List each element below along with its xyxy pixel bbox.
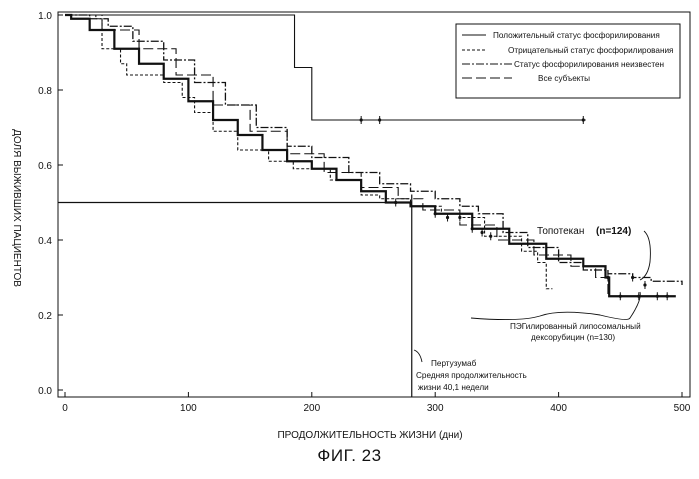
censor-dot [643, 283, 646, 286]
y-tick-label: 1.0 [38, 11, 52, 22]
censor-dot [471, 227, 474, 230]
censor-dot [619, 295, 622, 298]
annotation-pertuzumab-line2: Средняя продолжительность [416, 371, 527, 380]
annotation-topotecan: Топотекан (n=124) [537, 226, 650, 280]
censor-dot [582, 118, 585, 121]
annotation-peg-line1: ПЭГилированный липосомальный [510, 322, 641, 331]
y-tick-label: 0.4 [38, 236, 52, 247]
x-tick-label: 100 [180, 403, 197, 414]
censor-dot [360, 118, 363, 121]
legend-label-negative: Отрицательный статус фосфорилирования [508, 46, 673, 55]
annotation-pertuzumab-line1: Пертузумаб [431, 359, 477, 368]
x-tick-label: 400 [550, 403, 567, 414]
legend-label-unknown: Статус фосфорилирования неизвестен [514, 60, 664, 69]
censor-dot [666, 295, 669, 298]
y-tick-label: 0.2 [38, 311, 52, 322]
censor-dot [489, 235, 492, 238]
annotation-peg-line2: дексорубицин (n=130) [531, 333, 615, 342]
censor-dot [378, 118, 381, 121]
censor-dot [656, 295, 659, 298]
y-axis-title: ДОЛЯ ВЫЖИВШИХ ПАЦИЕНТОВ [11, 129, 22, 287]
y-tick-label: 0.0 [38, 386, 52, 397]
x-tick-label: 500 [674, 403, 691, 414]
censor-dot [606, 276, 609, 279]
x-tick-label: 0 [62, 403, 68, 414]
annotation-pertuzumab: Пертузумаб Средняя продолжительность жиз… [414, 350, 527, 392]
x-tick-label: 200 [303, 403, 320, 414]
y-tick-label: 0.6 [38, 161, 52, 172]
x-tick-label: 300 [427, 403, 444, 414]
annotation-peg-doxorubicin: ПЭГилированный липосомальный дексорубици… [471, 292, 641, 342]
figure-caption: ФИГ. 23 [0, 446, 699, 466]
legend: Положительный статус фосфорилирования От… [456, 24, 680, 98]
censor-dot [458, 216, 461, 219]
annotation-pertuzumab-line3: жизни 40,1 недели [418, 383, 489, 392]
censor-dot [631, 276, 634, 279]
censor-dot [434, 212, 437, 215]
annotation-topotecan-name: Топотекан [537, 226, 584, 237]
censor-dot [446, 216, 449, 219]
y-tick-label: 0.8 [38, 86, 52, 97]
legend-label-all: Все субъекты [538, 74, 590, 83]
x-axis-title: ПРОДОЛЖИТЕЛЬНОСТЬ ЖИЗНИ (дни) [277, 430, 462, 441]
legend-label-positive: Положительный статус фосфорилирования [493, 31, 660, 40]
censor-dot [394, 201, 397, 204]
censor-dot [480, 231, 483, 234]
annotation-topotecan-n: (n=124) [596, 226, 631, 237]
